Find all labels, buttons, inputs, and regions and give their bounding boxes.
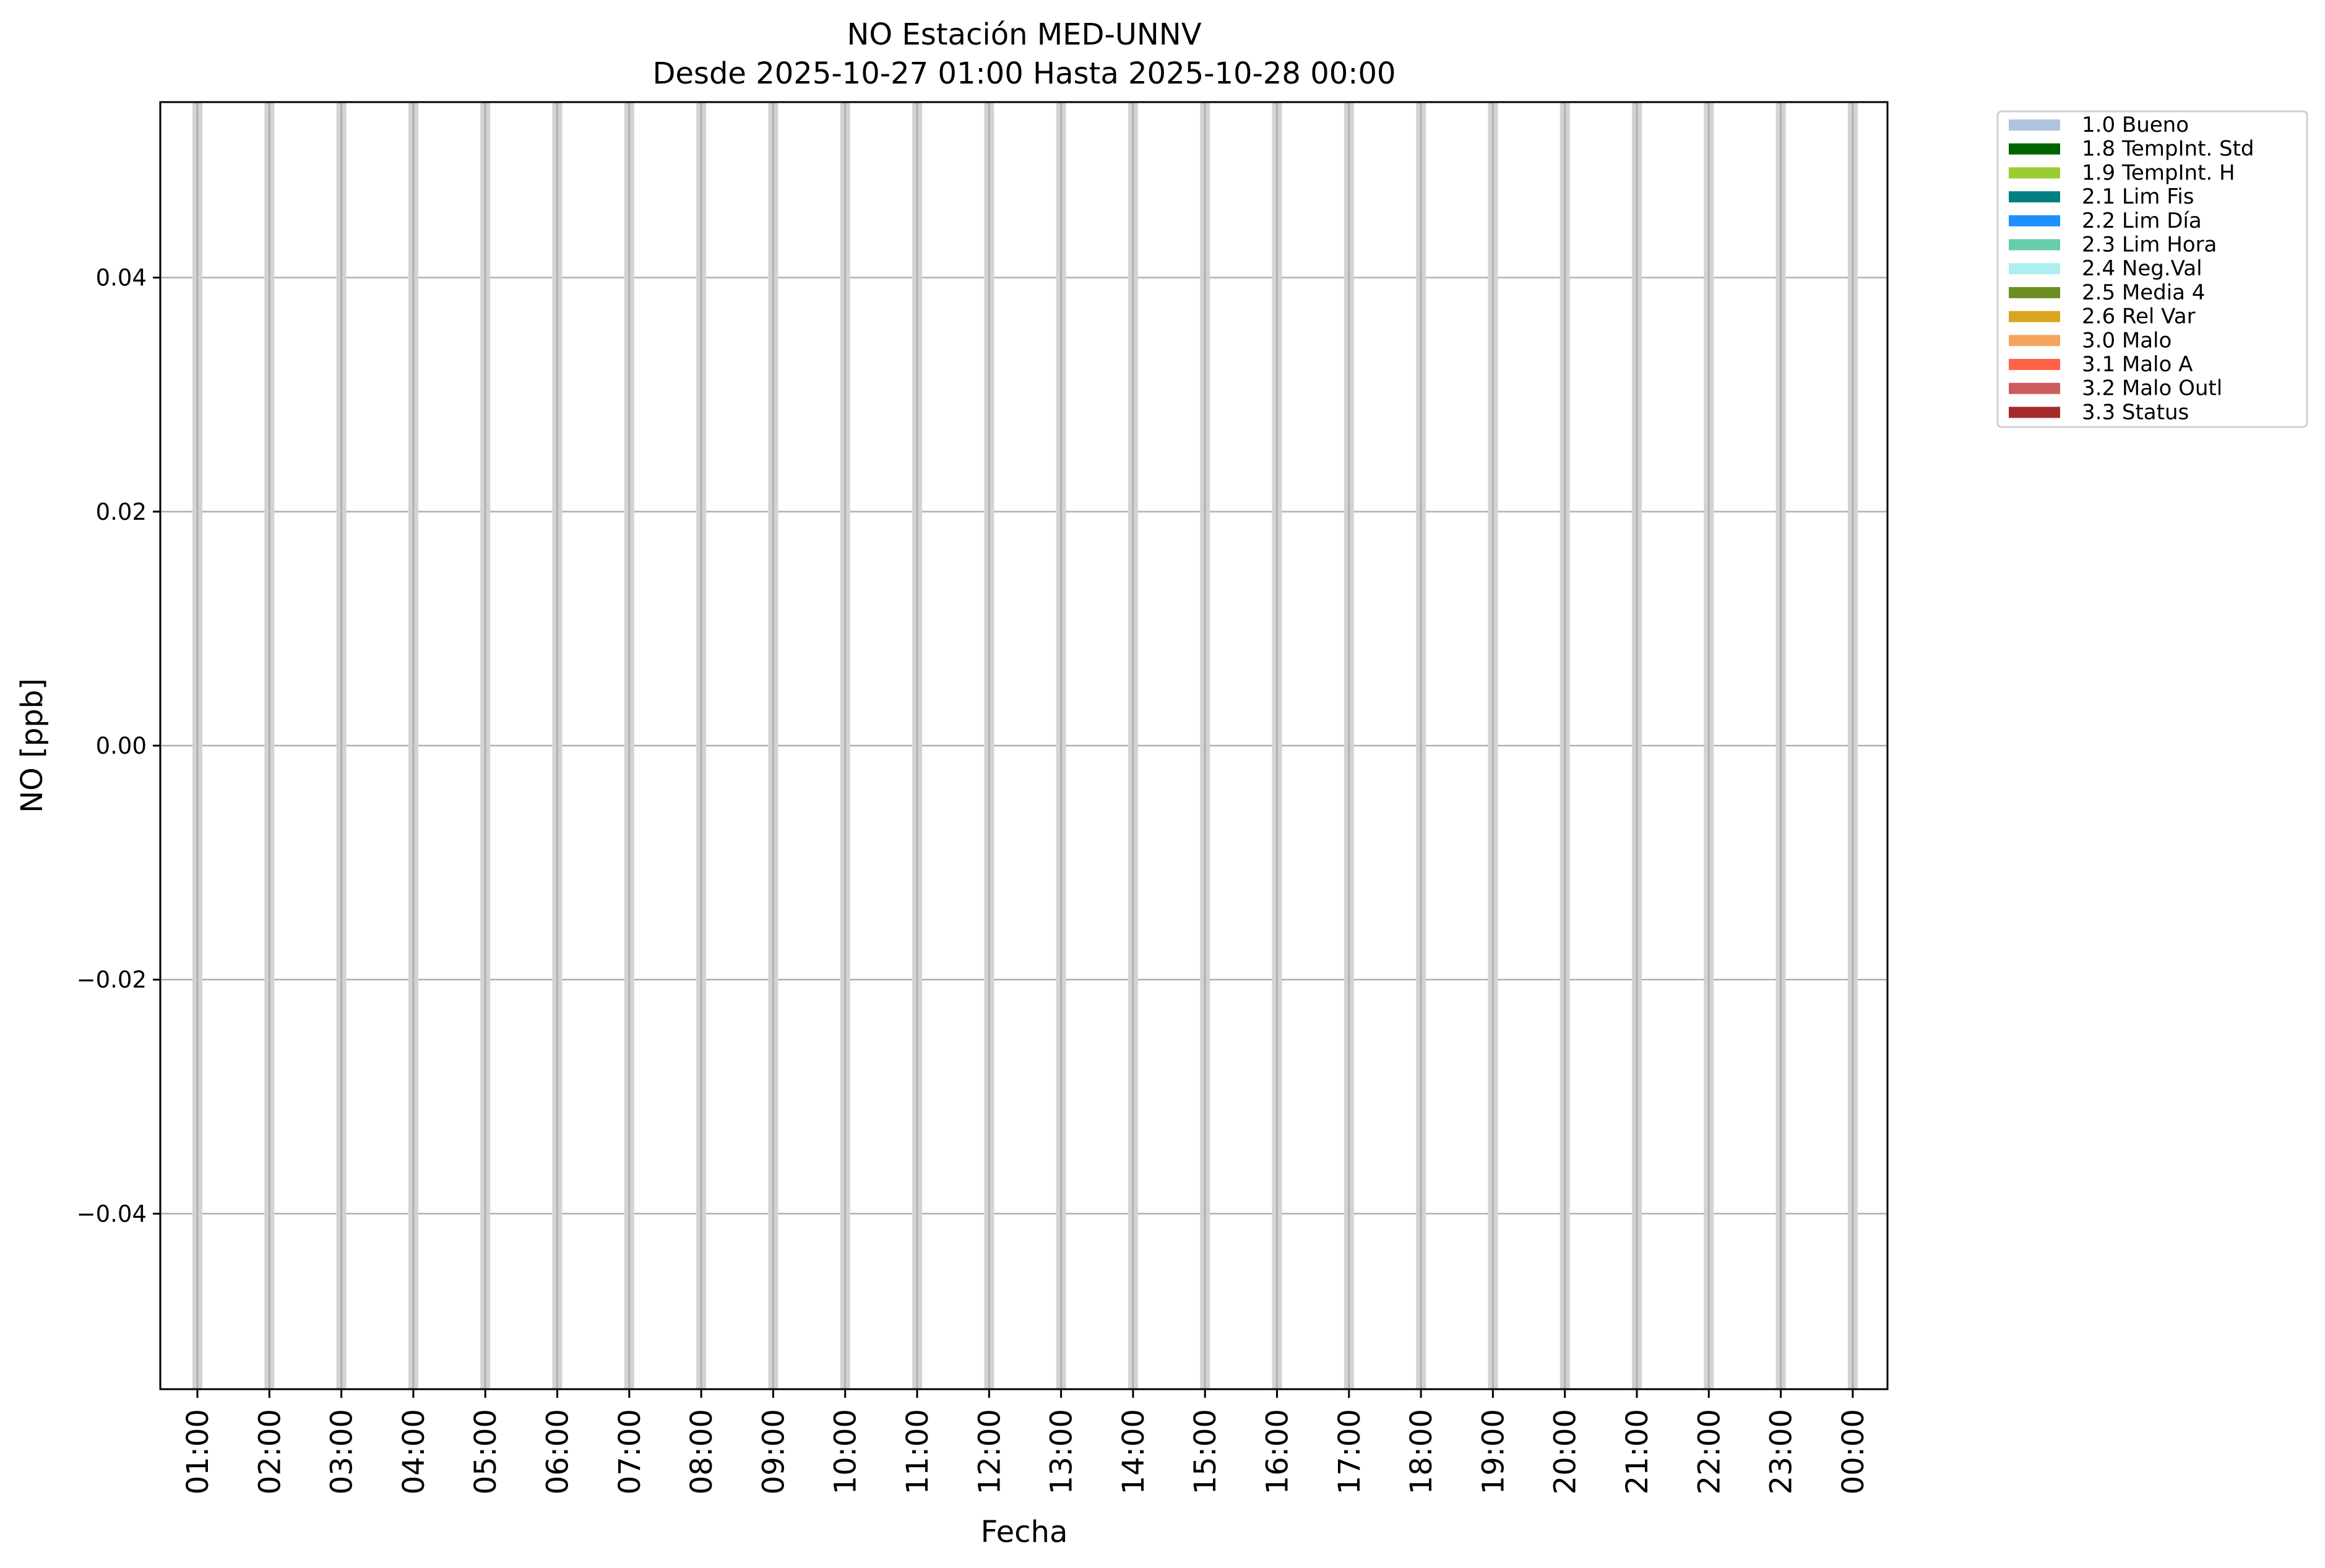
x-axis-label: Fecha: [981, 1515, 1068, 1549]
legend-swatch: [2009, 263, 2060, 275]
legend-swatch: [2009, 143, 2060, 155]
x-tick-label: 21:00: [1620, 1409, 1655, 1494]
legend-swatch: [2009, 407, 2060, 418]
y-tick-label: 0.04: [96, 265, 147, 291]
legend-label: 1.9 TempInt. H: [2082, 160, 2235, 185]
x-tick-label: 03:00: [325, 1409, 360, 1494]
legend-label: 3.1 Malo A: [2082, 352, 2193, 377]
x-tick-label: 13:00: [1045, 1409, 1079, 1494]
x-tick-label: 17:00: [1332, 1409, 1367, 1494]
legend-swatch: [2009, 359, 2060, 370]
x-tick-label: 04:00: [397, 1409, 431, 1494]
legend-label: 3.3 Status: [2082, 400, 2189, 424]
x-tick-label: 20:00: [1548, 1409, 1583, 1494]
y-tick-label: 0.02: [96, 499, 147, 525]
y-tick-label: 0.00: [96, 733, 147, 759]
legend-swatch: [2009, 311, 2060, 322]
x-tick-label: 11:00: [900, 1409, 935, 1494]
legend-swatch: [2009, 239, 2060, 251]
y-axis-label: NO [ppb]: [15, 678, 50, 813]
legend-frame: [1996, 110, 2308, 428]
x-tick-label: 00:00: [1836, 1409, 1871, 1494]
legend-swatch: [2009, 382, 2060, 394]
legend-label: 1.8 TempInt. Std: [2082, 137, 2254, 162]
x-tick-label: 06:00: [541, 1409, 576, 1494]
legend-label: 2.2 Lim Día: [2082, 209, 2202, 233]
x-tick-label: 16:00: [1261, 1409, 1295, 1494]
y-tick-label: −0.02: [77, 967, 147, 993]
x-tick-label: 05:00: [468, 1409, 503, 1494]
x-tick-label: 15:00: [1188, 1409, 1223, 1494]
x-tick-label: 23:00: [1764, 1409, 1799, 1494]
y-tick-label: −0.04: [77, 1200, 147, 1227]
legend-label: 2.6 Rel Var: [2082, 304, 2196, 329]
x-tick-label: 08:00: [684, 1409, 719, 1494]
legend-swatch: [2009, 167, 2060, 179]
legend-swatch: [2009, 119, 2060, 131]
legend-label: 2.4 Neg.Val: [2082, 256, 2202, 281]
legend-label: 1.0 Bueno: [2082, 113, 2189, 137]
x-tick-label: 09:00: [756, 1409, 791, 1494]
x-tick-label: 12:00: [972, 1409, 1007, 1494]
x-tick-label: 10:00: [829, 1409, 863, 1494]
x-tick-label: 14:00: [1116, 1409, 1151, 1494]
plot-area: −0.04 −0.02 0.00 0.02 0.04 01:00 02:00 03:00 04:…: [77, 102, 1887, 1494]
x-tick-label: 07:00: [613, 1409, 647, 1494]
x-tick-label: 02:00: [252, 1409, 287, 1494]
legend-label: 2.3 Lim Hora: [2082, 233, 2217, 257]
legend-swatch: [2009, 191, 2060, 203]
legend-label: 2.1 Lim Fis: [2082, 184, 2194, 209]
chart-subtitle: Desde 2025-10-27 01:00 Hasta 2025-10-28 …: [652, 56, 1395, 91]
legend-label: 3.0 Malo: [2082, 328, 2172, 353]
x-tick-label: 19:00: [1476, 1409, 1511, 1494]
legend-label: 2.5 Media 4: [2082, 280, 2205, 305]
legend-label: 3.2 Malo Outl: [2082, 376, 2222, 401]
chart-title: NO Estación MED-UNNV: [847, 17, 1201, 52]
x-tick-label: 01:00: [181, 1409, 215, 1494]
x-tick-label: 22:00: [1692, 1409, 1727, 1494]
axes-frame: [159, 101, 1889, 1390]
x-tick-label: 18:00: [1404, 1409, 1439, 1494]
legend-swatch: [2009, 215, 2060, 226]
legend-swatch: [2009, 286, 2060, 298]
legend-swatch: [2009, 335, 2060, 347]
